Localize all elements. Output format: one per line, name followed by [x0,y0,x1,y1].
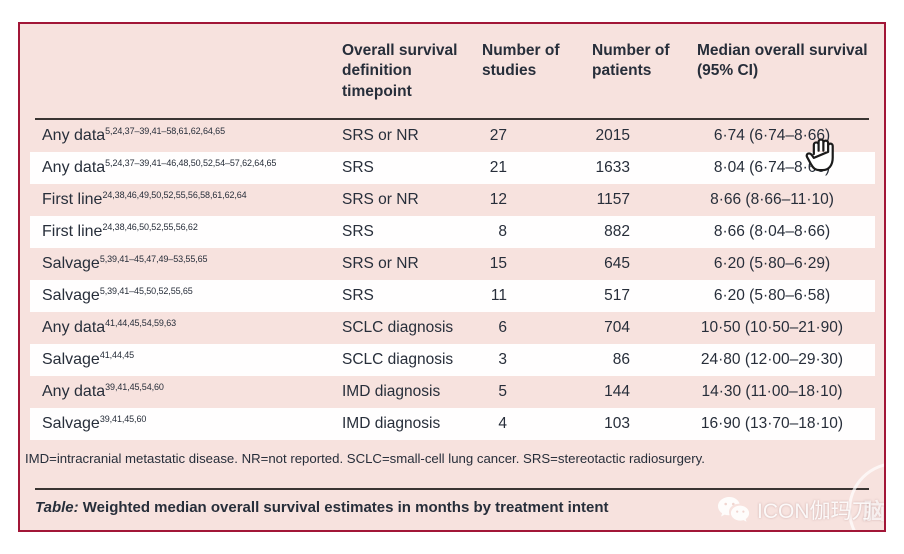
cell-studies: 8 [482,216,592,248]
cell-median: 10·50 (10·50–21·90) [700,319,844,336]
cell-patients: 103 [592,408,697,440]
cell-patients: 645 [604,255,630,272]
cell-median: 6·20 (5·80–6·29) [713,255,831,272]
cell-timepoint: SRS [342,152,482,184]
row-label: Any data 5,24,37–39,41–58,61,62,64,65 [42,126,225,144]
header-divider [35,118,869,120]
row-label: Salvage 39,41,45,60 [30,408,342,440]
cell-patients: 1157 [596,191,630,208]
header-studies: Number of studies [482,42,560,80]
cell-median: 8·04 (6·74–8·66) [697,152,875,184]
row-label: First line 24,38,46,50,52,55,56,62 [30,216,342,248]
cell-patients: 517 [592,280,697,312]
reference-superscript: 24,38,46,50,52,55,56,62 [102,222,198,232]
cell-median: 14·30 (11·00–18·10) [701,383,843,400]
cell-median: 16·90 (13·70–18·10) [697,408,875,440]
cell-studies: 4 [482,408,592,440]
cell-median: 6·20 (5·80–6·58) [697,280,875,312]
cell-timepoint: SRS or NR [342,127,419,144]
reference-superscript: 39,41,45,60 [99,414,147,424]
table-figure: Overall survival definition timepoint Nu… [18,22,886,532]
cell-timepoint: SRS or NR [342,191,419,208]
cell-studies: 5 [498,383,507,400]
cell-timepoint: IMD diagnosis [342,408,482,440]
row-label: Salvage 5,39,41–45,47,49–53,55,65 [42,254,208,272]
watermark-text: ICON伽玛刀 [757,500,873,523]
row-label: Salvage 41,44,45 [30,344,342,376]
cell-timepoint: SRS [342,280,482,312]
cell-median: 8·66 (8·04–8·66) [697,216,875,248]
cell-patients: 704 [604,319,630,336]
header-timepoint: Overall survival definition timepoint [342,42,458,100]
cell-timepoint: SRS or NR [342,255,419,272]
cell-patients: 882 [592,216,697,248]
cell-studies: 21 [482,152,592,184]
hand-cursor-icon [805,138,834,172]
cell-timepoint: IMD diagnosis [342,383,441,400]
reference-superscript: 5,39,41–45,47,49–53,55,65 [99,254,208,264]
header-median: Median overall survival (95% CI) [697,42,868,80]
header-patients: Number of patients [592,42,670,80]
cell-patients: 1633 [592,152,697,184]
row-label: Any data 39,41,45,54,60 [42,382,164,400]
caption-divider [35,488,869,490]
table-footnote: IMD=intracranial metastatic disease. NR=… [25,451,705,466]
cell-median: 24·80 (12·00–29·30) [697,344,875,376]
cell-studies: 6 [498,319,507,336]
table-body: Any data 5,24,37–39,41–58,61,62,64,65 SRS… [30,120,875,440]
row-label: First line 24,38,46,49,50,52,55,56,58,61,… [42,190,247,208]
cell-studies: 12 [489,191,507,208]
stamp-text: 脑医汇 [862,499,885,524]
watermark: ICON伽玛刀 [717,495,873,525]
reference-superscript: 5,39,41–45,50,52,55,65 [99,286,193,296]
reference-superscript: 41,44,45,54,59,63 [105,318,177,328]
table-header-row: Overall survival definition timepoint Nu… [30,24,875,118]
row-label: Any data 5,24,37–39,41–46,48,50,52,54–57,… [30,152,342,184]
cell-studies: 11 [482,280,592,312]
reference-superscript: 39,41,45,54,60 [105,382,164,392]
cell-studies: 15 [489,255,507,272]
cell-median: 6·74 (6·74–8·66) [713,127,831,144]
wechat-icon [718,497,750,522]
cell-timepoint: SCLC diagnosis [342,319,454,336]
caption-text: Weighted median overall survival estimat… [82,498,609,516]
caption-label: Table: [35,498,79,516]
table-caption: Table: Weighted median overall survival … [35,499,884,516]
cell-patients: 144 [604,383,630,400]
row-label: Any data 41,44,45,54,59,63 [42,318,177,336]
cell-patients: 2015 [595,127,630,144]
cell-median: 8·66 (8·66–11·10) [710,191,834,208]
row-label: Salvage 5,39,41–45,50,52,55,65 [30,280,342,312]
cell-timepoint: SRS [342,216,482,248]
reference-superscript: 24,38,46,49,50,52,55,56,58,61,62,64 [102,190,247,200]
reference-superscript: 5,24,37–39,41–58,61,62,64,65 [105,126,225,136]
cell-studies: 3 [482,344,592,376]
reference-superscript: 41,44,45 [99,350,135,360]
cell-studies: 27 [489,127,507,144]
cell-timepoint: SCLC diagnosis [342,344,482,376]
reference-superscript: 5,24,37–39,41–46,48,50,52,54–57,62,64,65 [105,158,277,168]
cell-patients: 86 [592,344,697,376]
